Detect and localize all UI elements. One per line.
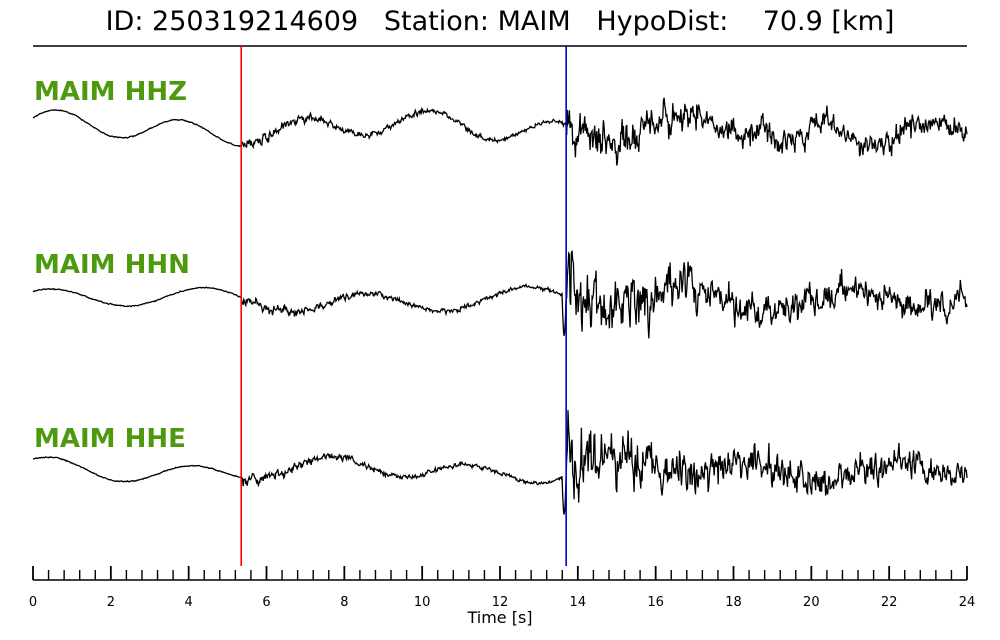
trace-line-2 [32,250,968,339]
x-tick-label: 4 [185,595,193,610]
id-label: ID: [105,6,144,37]
trace-line-1 [32,97,968,166]
chart-title: ID: 250319214609 Station: MAIM HypoDist:… [0,6,1000,37]
x-tick-label: 8 [340,595,348,610]
trace-line-3 [32,410,968,515]
x-tick-label: 14 [570,595,587,610]
x-tick-label: 22 [881,595,898,610]
traces-group [32,97,968,515]
x-tick-label: 6 [262,595,270,610]
x-tick-label: 10 [414,595,431,610]
x-tick-label: 12 [492,595,509,610]
x-tick-label: 2 [107,595,115,610]
x-tick-label: 16 [647,595,664,610]
hypodist-label: HypoDist: [596,6,729,37]
hypodist-unit: [km] [831,6,895,37]
channel-label-1: MAIM HHZ [34,77,187,107]
station-label: Station: [383,6,489,37]
hypodist-value: 70.9 [762,6,823,37]
x-tick-label: 24 [959,595,976,610]
x-tick-label: 18 [725,595,742,610]
x-tick-label: 0 [29,595,37,610]
x-tick-label: 20 [803,595,820,610]
channel-label-2: MAIM HHN [34,250,190,280]
x-axis-title: Time [s] [466,608,532,627]
channel-label-3: MAIM HHE [34,424,186,454]
channel-labels: MAIM HHZ MAIM HHN MAIM HHE [34,77,190,454]
event-id: 250319214609 [152,6,359,37]
station-name: MAIM [497,6,571,37]
picks-group [240,46,567,566]
